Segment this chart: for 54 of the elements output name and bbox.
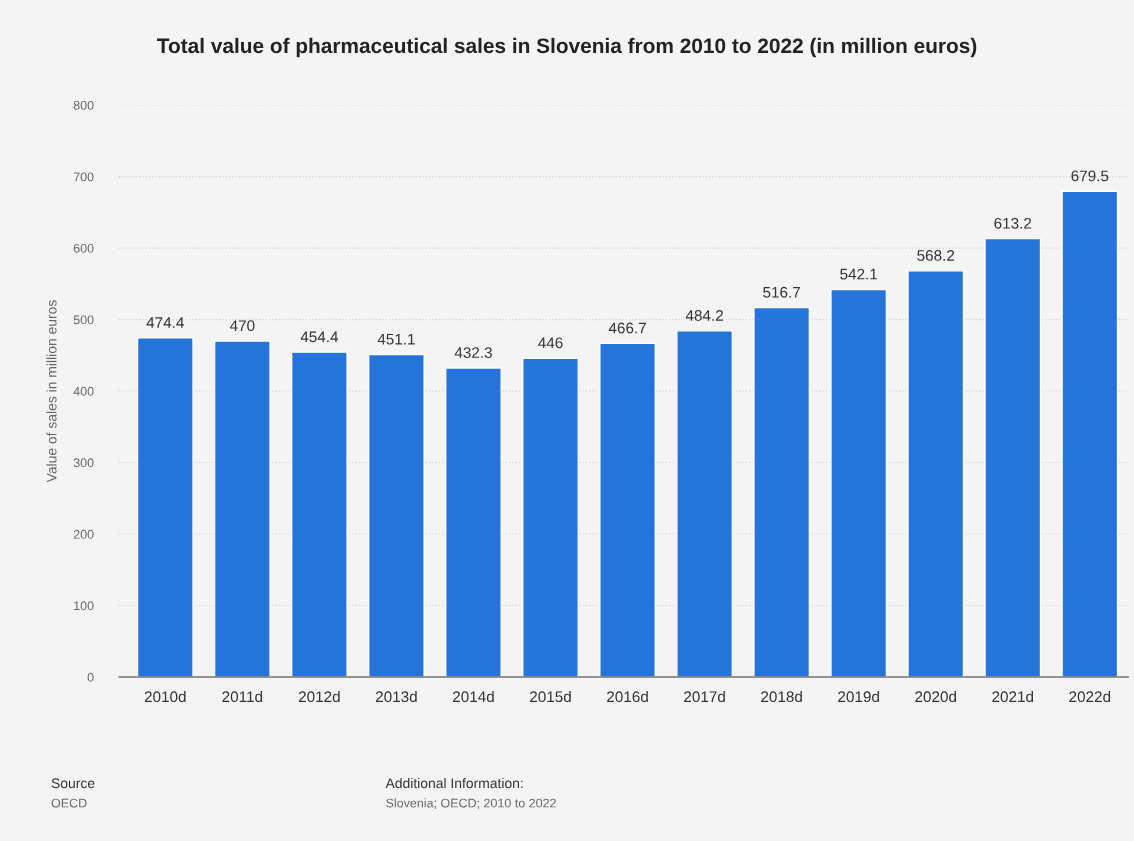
data-label: 484.2	[685, 310, 723, 321]
data-label: 568.2	[917, 250, 955, 261]
y-tick-label: 100	[74, 601, 94, 611]
data-label: 679.5	[1071, 170, 1109, 182]
data-label: 451.1	[377, 333, 415, 345]
x-tick-label: 2013d	[375, 690, 417, 703]
x-tick-label: 2022d	[1069, 690, 1111, 703]
x-tick-label: 2012d	[298, 690, 340, 703]
bar	[599, 342, 656, 678]
data-label: 542.1	[840, 268, 878, 280]
x-tick-label: 2016d	[607, 690, 648, 703]
bar	[213, 340, 271, 678]
y-tick-label: 800	[73, 100, 94, 110]
x-tick-label: 2019d	[838, 690, 879, 703]
text: Source	[51, 778, 95, 789]
chart-title: Total value of pharmaceutical sales in Slovenia from 2010 to 2022 (in million euros)	[157, 37, 977, 58]
text: OECD	[51, 798, 87, 808]
x-tick-label: 2015d	[530, 690, 571, 703]
bar	[367, 353, 425, 678]
y-tick-label: 300	[73, 458, 94, 468]
data-label: 516.7	[763, 286, 800, 298]
x-tick-label: 2020d	[915, 690, 956, 703]
data-label: 454.4	[300, 331, 339, 343]
x-tick-label: 2017d	[684, 690, 725, 703]
bar	[136, 337, 194, 678]
y-tick-label: 200	[73, 529, 94, 539]
bar	[907, 270, 965, 678]
x-tick-label: 2014d	[453, 690, 494, 703]
data-label: 432.3	[454, 347, 492, 359]
data-label: 466.7	[608, 322, 646, 334]
y-tick-label: 500	[73, 315, 94, 325]
text: Slovenia; OECD; 2010 to 2022	[386, 798, 556, 809]
y-tick-label: 0	[87, 672, 94, 682]
bar	[1061, 190, 1119, 678]
bar	[445, 367, 502, 678]
y-axis-title: Value of sales in million euros	[46, 300, 57, 483]
data-label: 474.4	[146, 317, 184, 328]
text: Additional Information:	[385, 777, 523, 789]
y-tick-label: 700	[73, 172, 94, 182]
data-label: 446	[538, 337, 563, 349]
y-tick-label: 600	[73, 243, 94, 253]
y-tick-label: 400	[73, 386, 94, 396]
bar	[753, 306, 811, 678]
bar	[984, 237, 1042, 678]
x-tick-label: 2021d	[992, 690, 1034, 703]
bar	[676, 330, 734, 678]
x-tick-label: 2011d	[222, 690, 263, 703]
data-label: 470	[229, 320, 255, 332]
bar	[830, 288, 888, 678]
bar	[290, 351, 348, 678]
x-tick-label: 2010d	[144, 690, 186, 703]
x-tick-label: 2018d	[761, 690, 802, 703]
bar	[522, 357, 579, 678]
data-label: 613.2	[994, 217, 1032, 229]
